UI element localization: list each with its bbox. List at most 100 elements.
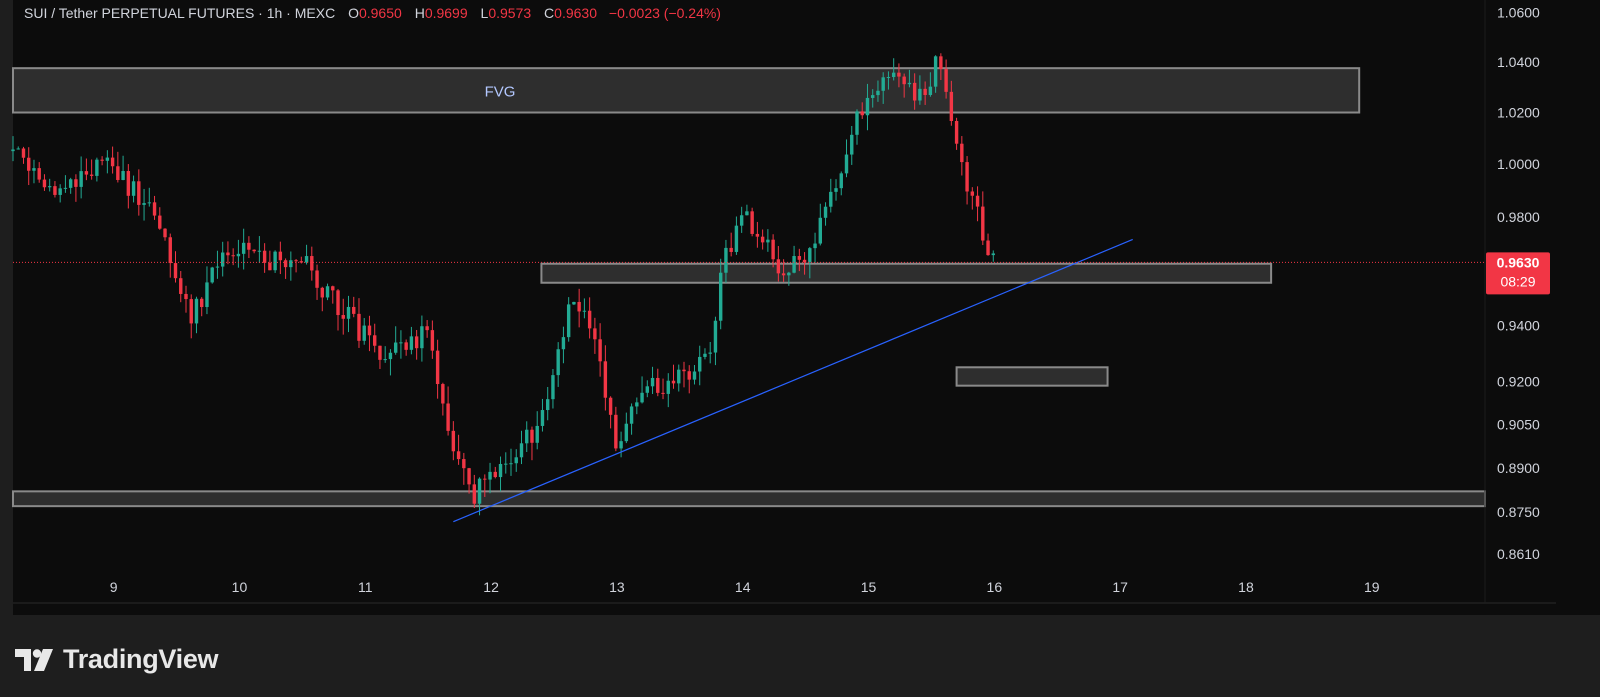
candle-body xyxy=(509,463,513,465)
candle-body xyxy=(383,359,387,361)
x-tick-label: 16 xyxy=(987,579,1003,595)
tradingview-icon xyxy=(15,648,53,671)
candle-body xyxy=(95,159,99,176)
price-label-value: 0.9630 xyxy=(1497,254,1540,270)
candle-body xyxy=(205,282,209,308)
candle-body xyxy=(498,463,503,478)
candle-body xyxy=(582,310,587,312)
candle-body xyxy=(58,188,62,195)
candle-body xyxy=(802,259,807,263)
candle-body xyxy=(325,286,330,298)
candle-body xyxy=(556,349,560,376)
candle-body xyxy=(635,402,639,407)
candle-body xyxy=(456,451,461,460)
chart-header: SUI / Tether PERPETUAL FUTURES · 1h · ME… xyxy=(24,5,721,21)
candle-body xyxy=(373,335,377,346)
candle-body xyxy=(865,97,870,116)
candle-body xyxy=(923,88,927,95)
y-axis: 1.0600 1.0400 1.0200 1.0000 0.9800 0.9400 0.92… xyxy=(1497,4,1540,562)
close-label: C xyxy=(544,5,555,21)
tradingview-logo[interactable]: TradingView xyxy=(15,644,219,675)
candle-body xyxy=(860,111,864,116)
candle-body xyxy=(184,293,188,300)
candle-body xyxy=(352,306,356,314)
candle-body xyxy=(975,195,980,207)
y-tick-label: 0.9400 xyxy=(1497,317,1540,333)
candle-body xyxy=(907,82,912,85)
candles-layer xyxy=(11,53,995,516)
candle-body xyxy=(200,298,204,308)
candle-body xyxy=(629,406,634,424)
candle-body xyxy=(226,252,230,256)
candle-body xyxy=(603,361,608,398)
candle-body xyxy=(488,471,492,480)
candle-body xyxy=(844,154,849,174)
candle-body xyxy=(378,345,382,360)
candle-body xyxy=(535,425,539,443)
candle-body xyxy=(745,211,749,216)
candle-body xyxy=(808,248,812,263)
candle-body xyxy=(420,326,424,349)
close-value: 0.9630 xyxy=(554,5,597,21)
candle-body xyxy=(273,251,277,271)
candle-body xyxy=(692,371,697,380)
candle-body xyxy=(435,350,440,385)
candle-body xyxy=(137,181,141,205)
candle-body xyxy=(698,356,702,372)
candle-body xyxy=(797,256,802,260)
candle-body xyxy=(362,325,366,341)
candle-body xyxy=(268,262,272,271)
candle-body xyxy=(74,179,78,187)
candle-body xyxy=(236,253,241,257)
candle-body xyxy=(315,270,319,288)
candle-body xyxy=(991,253,995,256)
candle-body xyxy=(79,171,83,187)
candle-body xyxy=(871,95,875,98)
candle-body xyxy=(839,173,843,189)
y-tick-label: 0.9200 xyxy=(1497,373,1540,389)
candle-body xyxy=(834,188,838,192)
candle-body xyxy=(409,336,414,350)
candle-body xyxy=(451,430,456,452)
price-chart[interactable]: FVG 9 10 11 12 13 14 15 16 17 18 19 1.06001.04001.… xyxy=(0,0,1600,615)
candle-body xyxy=(823,206,828,218)
candle-body xyxy=(346,306,351,319)
candle-body xyxy=(336,290,340,316)
candle-body xyxy=(939,56,943,70)
candle-body xyxy=(986,240,990,256)
low-label: L xyxy=(480,5,489,21)
candle-body xyxy=(781,273,786,276)
candle-body xyxy=(829,191,833,207)
candle-body xyxy=(587,310,592,329)
candle-body xyxy=(483,478,487,480)
candle-body xyxy=(561,337,566,350)
candle-body xyxy=(614,414,618,449)
candle-body xyxy=(414,336,419,349)
candle-body xyxy=(944,69,948,92)
x-tick-label: 14 xyxy=(735,579,751,595)
candle-body xyxy=(566,304,571,338)
candle-body xyxy=(886,77,891,79)
candle-body xyxy=(855,111,859,135)
candle-body xyxy=(173,263,178,279)
candle-body xyxy=(949,91,954,121)
candle-body xyxy=(32,168,36,171)
symbol-title[interactable]: SUI / Tether PERPETUAL FUTURES · 1h · ME… xyxy=(24,5,336,21)
candle-body xyxy=(729,247,733,252)
candle-body xyxy=(294,260,298,262)
candle-body xyxy=(928,86,933,95)
candle-body xyxy=(876,90,880,96)
candle-body xyxy=(89,174,94,176)
candle-body xyxy=(399,342,403,344)
candle-body xyxy=(760,236,765,243)
candle-body xyxy=(158,215,162,229)
candle-body xyxy=(771,239,775,260)
candle-body xyxy=(68,179,73,188)
candle-body xyxy=(755,233,760,237)
candle-body xyxy=(53,186,57,195)
candle-body xyxy=(110,157,115,167)
candle-body xyxy=(850,134,854,155)
high-value: 0.9699 xyxy=(424,5,468,21)
zone-box-3 xyxy=(12,490,1486,508)
candle-body xyxy=(247,242,251,250)
